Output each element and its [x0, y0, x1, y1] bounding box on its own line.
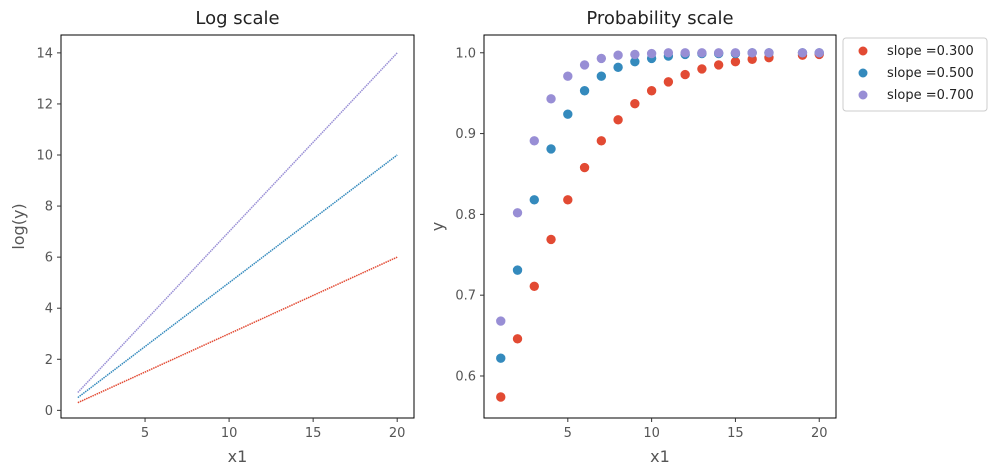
log-scale-x-tick-label: 15	[305, 426, 322, 441]
probability-scale-series-3-point	[797, 48, 808, 58]
probability-scale-panel: Probability scale 5 10 15 20 0.6 0.7 0.8 0.9 1.…	[428, 8, 988, 466]
legend-label-1: slope =0.300	[887, 44, 974, 59]
log-scale-series-line-3	[77, 52, 398, 393]
probability-scale-series-3-point	[646, 48, 657, 59]
log-scale-title: Log scale	[195, 8, 279, 29]
log-scale-y-tick-label: 8	[45, 200, 53, 215]
log-scale-x-tick-label: 10	[221, 426, 238, 441]
probability-scale-y-ticks: 0.6 0.7 0.8 0.9 1.0	[455, 46, 484, 384]
log-scale-x-axis-label: x1	[228, 447, 248, 466]
log-scale-x-tick-label: 20	[389, 426, 406, 441]
log-scale-y-tick-label: 4	[45, 302, 53, 317]
probability-scale-series-1-point	[713, 60, 724, 70]
legend-marker-2	[858, 68, 868, 78]
log-scale-y-tick-label: 12	[36, 97, 53, 112]
log-scale-y-tick-label: 6	[45, 251, 53, 266]
probability-scale-series-1-point	[512, 334, 523, 344]
probability-scale-series-3-point	[579, 60, 590, 70]
log-scale-y-tick-label: 10	[36, 149, 53, 164]
probability-scale-series-2-point	[546, 144, 556, 154]
log-scale-y-tick-label: 0	[45, 404, 53, 419]
probability-scale-series-3-point	[814, 48, 824, 58]
probability-scale-x-tick-label: 15	[727, 426, 744, 441]
legend-label-2: slope =0.500	[887, 66, 974, 81]
probability-scale-series-3-point	[680, 48, 690, 58]
probability-scale-series-3-point	[630, 49, 640, 60]
legend-marker-3	[858, 90, 868, 100]
probability-scale-y-tick-label: 1.0	[455, 46, 476, 61]
probability-scale-series-2-point	[512, 265, 523, 275]
probability-scale-axes-frame	[483, 34, 837, 419]
legend-marker-1	[858, 46, 868, 56]
probability-scale-series-1-point	[646, 86, 657, 96]
legend-entry-1: slope =0.300	[858, 44, 974, 59]
probability-scale-series-3-point	[512, 208, 523, 218]
probability-scale-y-tick-label: 0.7	[455, 289, 476, 304]
probability-scale-series-2-point	[496, 353, 506, 363]
probability-scale-x-axis-label: x1	[650, 447, 670, 466]
probability-scale-x-tick-label: 20	[811, 426, 828, 441]
log-scale-series-line-1	[77, 256, 398, 404]
probability-scale-series-1-point	[529, 281, 539, 291]
probability-scale-title: Probability scale	[586, 8, 733, 29]
probability-scale-series-2-point	[613, 62, 623, 73]
probability-scale-series	[496, 48, 824, 402]
log-scale-y-ticks: 0 2 4 6 8 10 12 14	[36, 46, 61, 419]
probability-scale-series-2-point	[563, 109, 573, 119]
probability-scale-x-tick-label: 10	[643, 426, 660, 441]
probability-scale-series-3-point	[546, 94, 556, 104]
legend-entry-3: slope =0.700	[858, 88, 974, 103]
probability-scale-series-1-point	[630, 98, 640, 109]
probability-scale-series-3-point	[730, 48, 741, 58]
legend-frame	[842, 37, 988, 112]
probability-scale-series-3-point	[596, 53, 607, 64]
log-scale-axes-frame	[60, 34, 415, 419]
probability-scale-series-1-point	[596, 136, 607, 146]
probability-scale-series-1-point	[563, 195, 573, 205]
probability-scale-x-ticks: 5 10 15 20	[564, 418, 828, 441]
log-scale-panel: Log scale 5 10 15 20 0 2 4 6 8 10 12 14 x1 log(y)	[9, 8, 415, 466]
probability-scale-series-1-point	[496, 392, 506, 402]
log-scale-series-line-2	[77, 154, 398, 399]
probability-scale-y-axis-label: y	[428, 222, 447, 231]
probability-scale-x-tick-label: 5	[564, 426, 572, 441]
log-scale-y-tick-label: 14	[36, 46, 53, 61]
log-scale-y-tick-label: 2	[45, 353, 53, 368]
probability-scale-series-3-point	[613, 50, 623, 60]
probability-scale-series-2-point	[596, 71, 607, 81]
probability-scale-series-3-point	[496, 316, 506, 326]
probability-scale-series-1-point	[613, 115, 623, 125]
log-scale-y-axis-label: log(y)	[9, 203, 28, 249]
probability-scale-series-2-point	[579, 86, 590, 96]
legend-label-3: slope =0.700	[887, 88, 974, 103]
legend: slope =0.300 slope =0.500 slope =0.700	[842, 37, 988, 112]
probability-scale-series-3-point	[713, 48, 724, 58]
probability-scale-series-1-point	[680, 69, 690, 80]
probability-scale-series-1-point	[663, 77, 674, 87]
log-scale-x-tick-label: 5	[141, 426, 149, 441]
legend-entry-2: slope =0.500	[858, 66, 974, 81]
probability-scale-y-tick-label: 0.8	[455, 208, 476, 223]
probability-scale-series-3-point	[747, 48, 757, 58]
probability-scale-series-3-point	[663, 48, 674, 58]
probability-scale-series-3-point	[563, 71, 573, 81]
probability-scale-series-3-point	[529, 136, 539, 146]
probability-scale-y-tick-label: 0.6	[455, 369, 476, 384]
log-scale-series	[77, 52, 398, 404]
probability-scale-series-1-point	[730, 56, 741, 67]
probability-scale-series-3-point	[764, 48, 774, 58]
probability-scale-series-1-point	[579, 162, 590, 173]
probability-scale-series-2-point	[529, 195, 539, 205]
probability-scale-y-tick-label: 0.9	[455, 127, 476, 142]
probability-scale-series-3-point	[697, 48, 707, 58]
probability-scale-series-1-point	[546, 234, 556, 245]
log-scale-x-ticks: 5 10 15 20	[141, 418, 406, 441]
probability-scale-series-1-point	[697, 64, 707, 74]
